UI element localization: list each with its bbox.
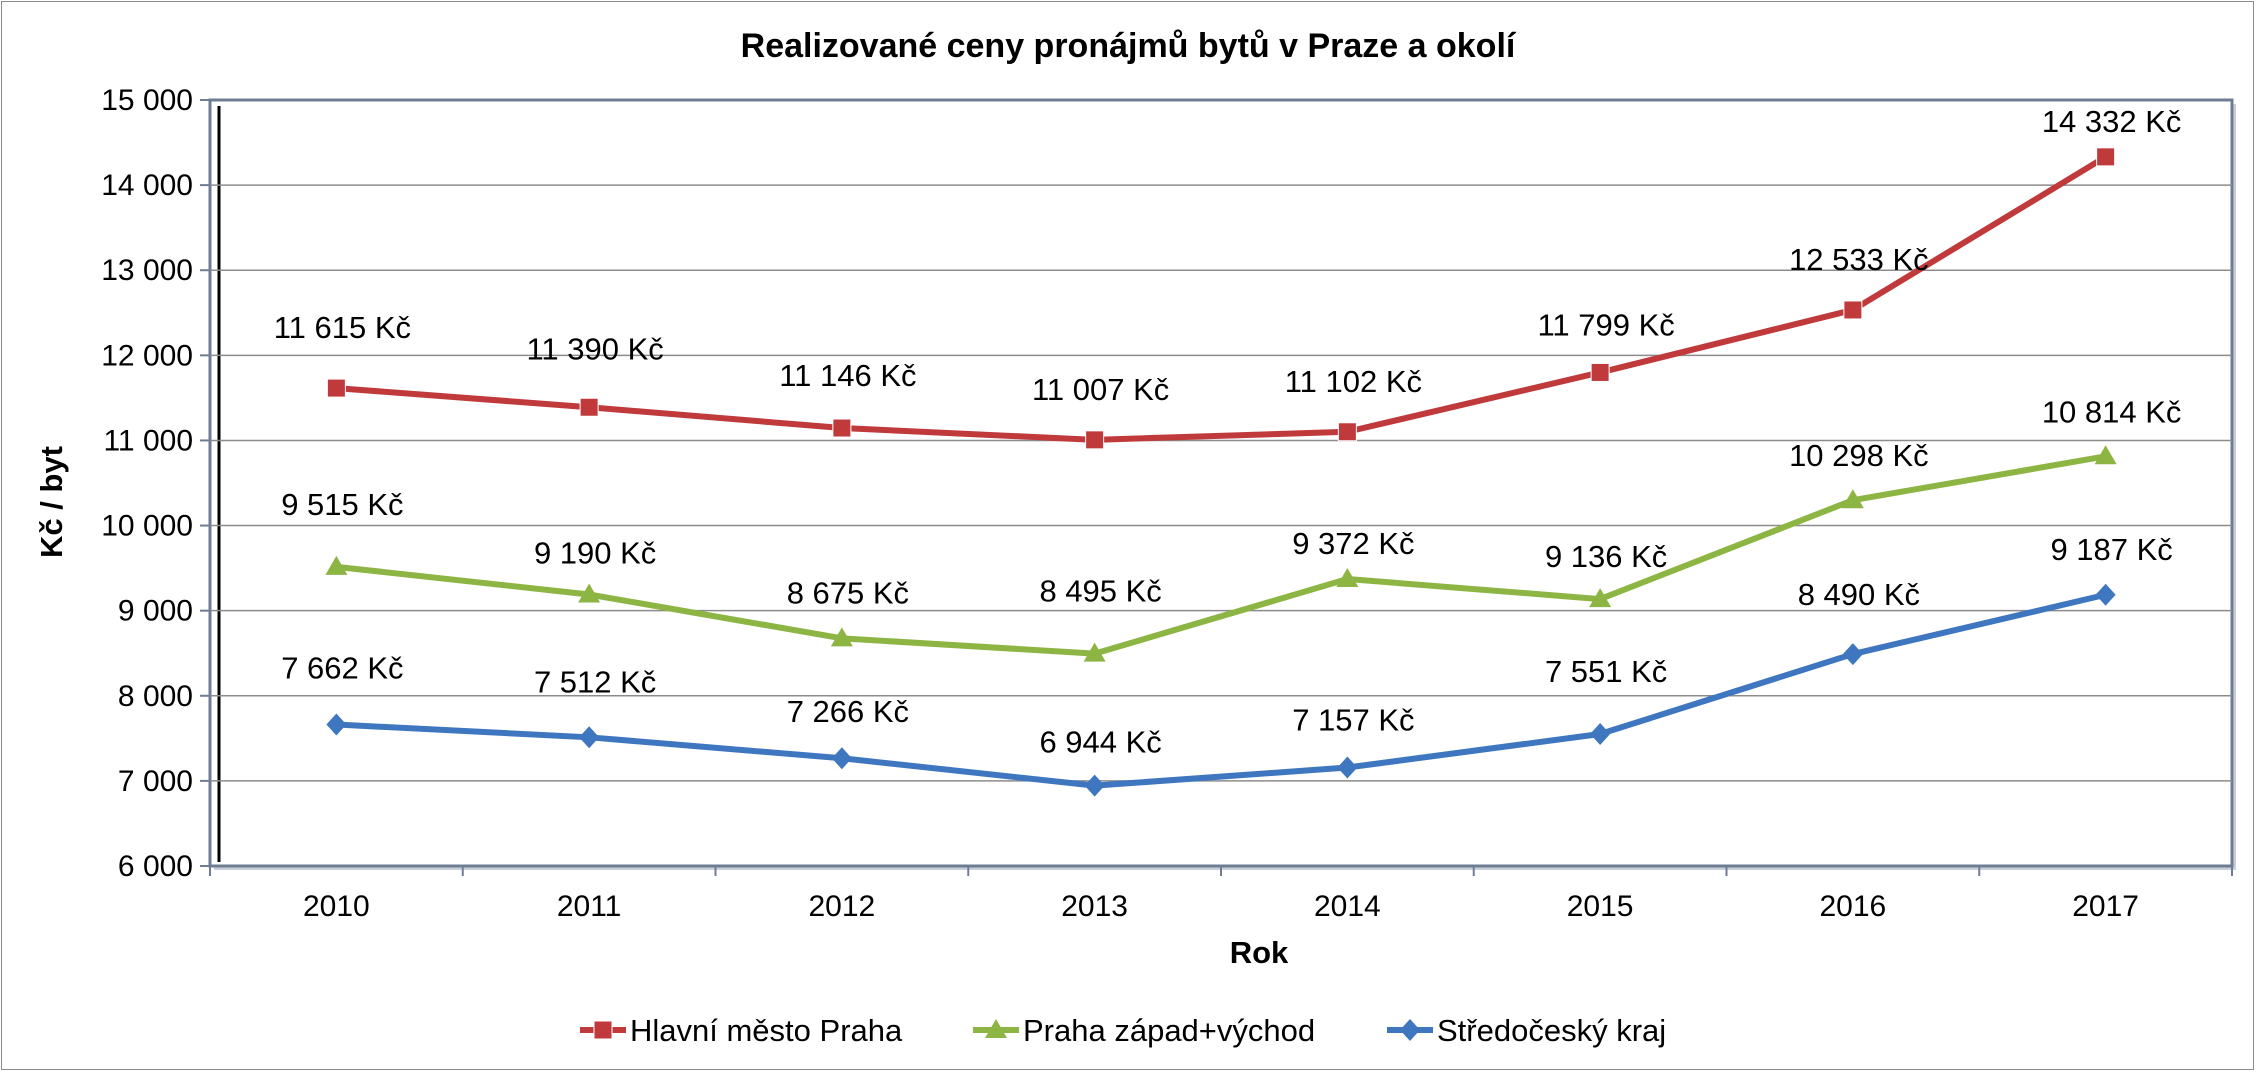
legend-marker (1400, 1019, 1420, 1041)
data-point (1589, 588, 1612, 608)
y-axis-title: Kč / byt (34, 446, 69, 558)
data-label: 8 490 Kč (1798, 577, 1920, 612)
chart-title: Realizované ceny pronájmů bytů v Praze a… (741, 27, 1517, 65)
data-label: 9 190 Kč (534, 535, 656, 570)
data-point (2095, 583, 2116, 606)
x-tick-label: 2013 (1061, 890, 1128, 923)
data-label: 11 615 Kč (274, 310, 411, 345)
legend-marker (593, 1020, 613, 1040)
data-label: 11 390 Kč (526, 331, 663, 366)
y-tick-label: 11 000 (103, 424, 193, 457)
y-tick-label: 9 000 (118, 595, 193, 628)
x-tick-label: 2012 (809, 890, 876, 923)
series-line (333, 591, 2109, 789)
series-2: 7 662 Kč 7 512 Kč 7 266 Kč 6 944 Kč 7 157 Kč… (281, 532, 2173, 797)
data-label: 8 675 Kč (787, 575, 909, 610)
y-tick-label: 10 000 (101, 510, 193, 543)
data-point (326, 713, 347, 736)
data-label: 11 102 Kč (1285, 364, 1422, 399)
legend-label: Středočeský kraj (1437, 1013, 1666, 1048)
data-point (1590, 362, 1610, 382)
data-point (1590, 722, 1611, 745)
data-label: 11 799 Kč (1537, 307, 1674, 342)
series-0: 11 615 Kč 11 390 Kč 11 146 Kč 11 007 Kč 11 1… (274, 104, 2182, 450)
data-point (579, 397, 599, 417)
data-label: 9 136 Kč (1545, 539, 1667, 574)
x-tick-label: 2017 (2072, 890, 2139, 923)
data-point (1336, 568, 1359, 588)
data-point (830, 627, 853, 647)
data-label: 10 298 Kč (1789, 438, 1929, 473)
x-tick-label: 2016 (1820, 890, 1887, 923)
legend-label: Hlavní město Praha (630, 1013, 903, 1048)
data-point (325, 555, 348, 575)
series-line (333, 153, 2109, 443)
data-point (1085, 430, 1105, 450)
y-tick-label: 7 000 (118, 765, 193, 798)
x-tick-label: 2015 (1567, 890, 1634, 923)
data-point (1337, 422, 1357, 442)
data-label: 9 515 Kč (281, 487, 403, 522)
x-tick-label: 2011 (557, 890, 622, 923)
y-tick-label: 12 000 (101, 339, 193, 372)
data-label: 11 146 Kč (779, 358, 916, 393)
data-point (2096, 147, 2116, 167)
legend-entry: Hlavní město Praha (580, 1013, 903, 1048)
data-point (831, 747, 852, 770)
data-label: 9 187 Kč (2050, 532, 2172, 567)
y-tick-label: 15 000 (101, 84, 193, 117)
y-tick-label: 8 000 (118, 680, 193, 713)
data-point (832, 418, 852, 438)
data-label: 7 266 Kč (787, 694, 909, 729)
data-label: 11 007 Kč (1032, 372, 1169, 407)
plot-background (208, 98, 2234, 868)
x-tick-label: 2010 (303, 890, 370, 923)
data-label: 9 372 Kč (1292, 526, 1414, 561)
x-tick-label: 2014 (1314, 890, 1381, 923)
data-label: 7 551 Kč (1545, 654, 1667, 689)
legend: Hlavní město Praha Praha západ+východ Stře… (580, 1013, 1666, 1048)
data-label: 6 944 Kč (1039, 725, 1161, 760)
data-label: 8 495 Kč (1039, 574, 1161, 609)
data-label: 12 533 Kč (1789, 242, 1929, 277)
data-point (1843, 300, 1863, 320)
data-label: 10 814 Kč (2042, 394, 2182, 429)
legend-entry: Středočeský kraj (1387, 1013, 1666, 1048)
data-point (578, 583, 601, 603)
data-point (1083, 642, 1106, 662)
data-label: 7 662 Kč (281, 651, 403, 686)
data-point (1842, 643, 1863, 666)
data-label: 14 332 Kč (2042, 104, 2182, 139)
data-point (1084, 774, 1105, 797)
y-tick-label: 6 000 (118, 850, 193, 883)
x-axis-title: Rok (1230, 935, 1289, 970)
data-label: 7 157 Kč (1292, 703, 1414, 738)
series-1: 9 515 Kč 9 190 Kč 8 675 Kč 8 495 Kč 9 372 Kč… (281, 394, 2182, 662)
data-point (1841, 489, 1864, 509)
data-label: 7 512 Kč (534, 664, 656, 699)
legend-marker (985, 1019, 1007, 1038)
legend-entry: Praha západ+východ (973, 1013, 1315, 1048)
y-tick-label: 13 000 (101, 254, 193, 287)
data-point (1337, 756, 1358, 779)
y-tick-label: 14 000 (101, 169, 193, 202)
data-point (2094, 445, 2117, 465)
data-point (326, 378, 346, 398)
data-point (579, 726, 600, 749)
plot-area: 6 000 7 000 8 000 9 000 10 000 11 000 12 000 13… (101, 84, 2236, 923)
series-line (333, 453, 2109, 657)
legend-label: Praha západ+východ (1023, 1013, 1315, 1048)
